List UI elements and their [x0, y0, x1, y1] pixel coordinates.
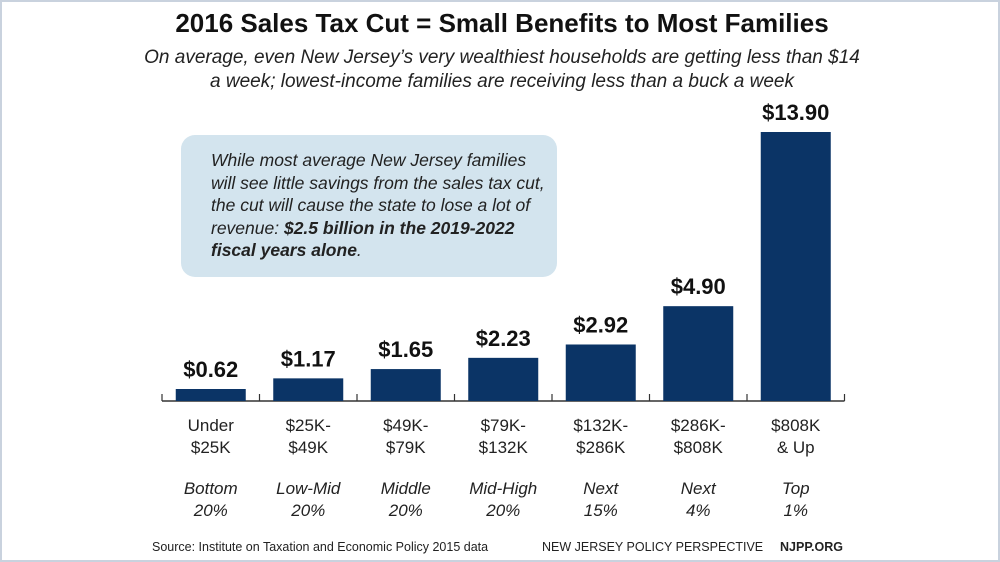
x-tick-label: $79K	[386, 438, 426, 457]
x-tick-label: $808K	[771, 416, 821, 435]
data-label: $1.65	[378, 337, 433, 362]
x-tick-label: $132K	[479, 438, 529, 457]
data-label: $4.90	[671, 274, 726, 299]
callout-body: While most average New Jersey families w…	[211, 150, 545, 238]
org-name: NEW JERSEY POLICY PERSPECTIVE	[542, 540, 764, 554]
subtitle-text: On average, even New Jersey’s very wealt…	[144, 47, 860, 92]
bar	[760, 132, 831, 401]
group-label: Mid-High	[469, 479, 537, 498]
x-tick-label: $25K	[191, 438, 231, 457]
data-label: $1.17	[281, 346, 336, 371]
callout-text: While most average New Jersey families w…	[211, 149, 551, 262]
data-label: $0.62	[183, 357, 238, 382]
group-label: 15%	[584, 501, 618, 520]
group-label: Top	[782, 479, 810, 498]
x-tick-label: & Up	[777, 438, 815, 457]
bar	[273, 378, 344, 401]
group-label: 20%	[485, 501, 520, 520]
data-label: $2.92	[573, 312, 628, 337]
data-label: $2.23	[476, 326, 531, 351]
x-tick-label: $286K	[576, 438, 626, 457]
group-label: Middle	[381, 479, 431, 498]
group-label: 20%	[290, 501, 325, 520]
group-label: 4%	[686, 501, 711, 520]
x-tick-label: $132K-	[573, 416, 628, 435]
x-tick-label: Under	[188, 416, 235, 435]
bar	[663, 306, 734, 401]
chart-subtitle: On average, even New Jersey’s very wealt…	[2, 46, 998, 94]
bar	[565, 344, 636, 401]
org-url: NJPP.ORG	[780, 540, 843, 554]
bar	[175, 389, 246, 401]
x-tick-label: $25K-	[286, 416, 331, 435]
chart-title: 2016 Sales Tax Cut = Small Benefits to M…	[175, 8, 829, 38]
group-label: Bottom	[184, 479, 238, 498]
x-tick-label: $49K	[288, 438, 328, 457]
callout-bold: $2.5 billion in the 2019-2022 fiscal yea…	[211, 217, 515, 261]
x-tick-label: $286K-	[671, 416, 726, 435]
x-tick-label: $49K-	[383, 416, 428, 435]
callout-end: .	[356, 240, 362, 260]
data-label: $13.90	[762, 100, 829, 125]
bar	[468, 357, 539, 401]
group-label: 20%	[193, 501, 228, 520]
group-label: Next	[681, 479, 717, 498]
x-tick-label: $79K-	[481, 416, 526, 435]
x-tick-label: $808K	[674, 438, 724, 457]
source-note: Source: Institute on Taxation and Econom…	[152, 540, 489, 554]
bar	[370, 369, 441, 401]
group-label: Next	[583, 479, 619, 498]
group-label: 20%	[388, 501, 423, 520]
group-label: Low-Mid	[276, 479, 341, 498]
callout-box: While most average New Jersey families w…	[181, 135, 557, 277]
group-label: 1%	[783, 501, 808, 520]
